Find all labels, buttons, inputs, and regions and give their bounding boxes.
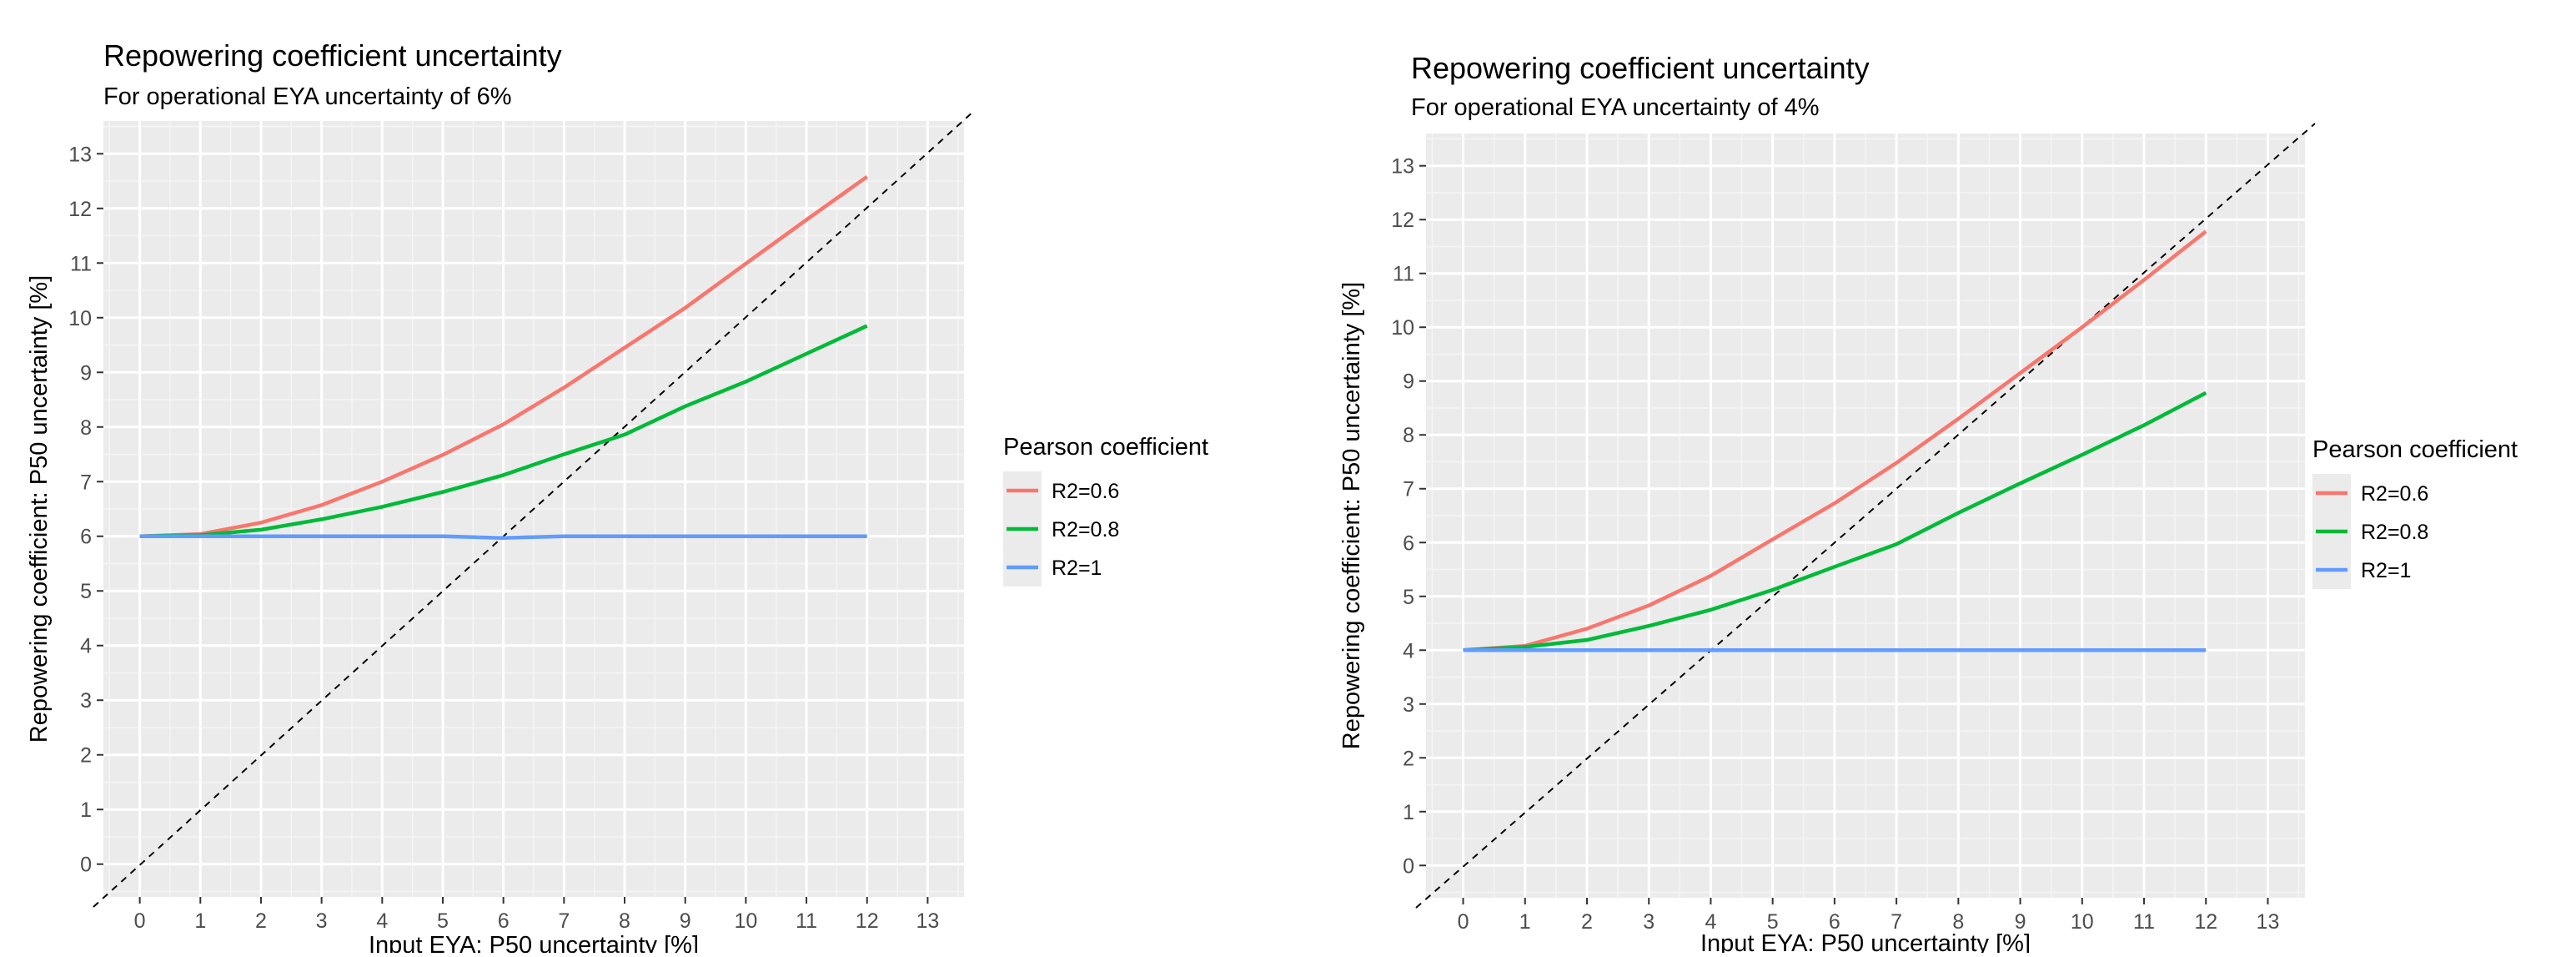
x-tick-label: 7: [558, 909, 570, 933]
legend: Pearson coefficient R2=0.6 R2=0.8 R2=1: [2312, 436, 2518, 589]
x-axis-label: Input EYA: P50 uncertainty [%]: [1700, 930, 2031, 953]
x-tick-label: 12: [856, 909, 879, 933]
y-tick-label: 1: [80, 798, 92, 822]
y-tick-label: 1: [1403, 801, 1414, 824]
series-line-r2-0-6: [1463, 229, 2207, 652]
y-tick-label: 11: [1393, 263, 1414, 286]
y-tick-label: 3: [80, 689, 92, 713]
chart-right: 0 1 2 3 4 5 6 7 8 9 10 11 12 13 0 1 2 3 4 5 6 7 8 9 10 11 12 13 Repo…: [1288, 0, 2576, 957]
series-line-r2-1: [139, 534, 867, 540]
x-tick-label: 6: [498, 909, 510, 933]
x-tick-label: 11: [796, 909, 817, 933]
x-tick-label: 0: [1458, 910, 1469, 934]
x-tick-label: 4: [376, 909, 388, 933]
y-tick-label: 9: [1403, 370, 1414, 394]
y-tick-label: 2: [1403, 747, 1414, 770]
legend-label: R2=1: [1052, 557, 1102, 580]
y-tick-label: 3: [1403, 693, 1414, 717]
x-tick-label: 8: [1952, 910, 1964, 934]
y-tick-label: 13: [68, 143, 92, 166]
x-tick-label: 2: [1581, 910, 1593, 934]
legend-label: R2=0.8: [2361, 521, 2428, 544]
y-tick-label: 6: [80, 526, 92, 549]
x-tick-label: 8: [619, 909, 630, 933]
y-tick-label: 4: [80, 635, 92, 658]
x-axis-label: Input EYA: P50 uncertainty [%]: [369, 932, 699, 953]
reference-line-y-equals-x: [93, 110, 975, 908]
chart-right-svg: 0 1 2 3 4 5 6 7 8 9 10 11 12 13012345678910111213Repo…: [1338, 51, 2518, 957]
chart-title: Repowering coefficient uncertainty: [103, 38, 562, 73]
x-tick-label: 11: [2133, 910, 2155, 934]
y-tick-label: 5: [80, 580, 92, 603]
x-tick-label: 3: [1643, 910, 1655, 934]
x-tick-label: 5: [1767, 910, 1779, 934]
x-tick-label: 7: [1891, 910, 1902, 934]
chart-left-svg: 0 1 2 3 4 5 6 7 8 9 10 11 12 13012345678910111213Repo…: [26, 38, 1208, 957]
chart-subtitle: For operational EYA uncertainty of 6%: [103, 83, 512, 110]
x-tick-label: 10: [734, 909, 757, 933]
major-grid: [1426, 133, 2305, 898]
y-tick-label: 0: [80, 854, 92, 877]
major-grid: [103, 121, 964, 897]
series-line-r2-0-6: [139, 174, 869, 538]
y-tick-label: 8: [80, 416, 92, 440]
x-tick-label: 10: [2071, 910, 2094, 934]
y-tick-label: 12: [68, 198, 92, 221]
y-tick-label: 9: [80, 361, 92, 385]
y-tick-label: 12: [1391, 209, 1414, 232]
y-tick-label: 8: [1403, 424, 1414, 447]
x-tick-label: 2: [255, 909, 267, 933]
y-tick-label: 5: [1403, 586, 1414, 609]
legend-title: Pearson coefficient: [2312, 436, 2518, 463]
x-tick-label: 12: [2194, 910, 2217, 934]
y-tick-label: 7: [80, 471, 92, 494]
legend: Pearson coefficient R2=0.6 R2=0.8 R2=1: [1003, 434, 1208, 587]
x-tick-label: 0: [134, 909, 146, 933]
x-tick-label: 3: [316, 909, 328, 933]
legend-label: R2=1: [2361, 559, 2411, 582]
x-tick-label: 9: [680, 909, 691, 933]
y-tick-label: 7: [1403, 478, 1414, 501]
legend-label: R2=0.6: [2361, 482, 2428, 506]
y-tick-label: 10: [68, 307, 92, 330]
chart-title: Repowering coefficient uncertainty: [1411, 51, 1870, 85]
legend-title: Pearson coefficient: [1003, 434, 1208, 461]
y-tick-label: 4: [1403, 639, 1414, 662]
x-tick-label: 13: [916, 909, 939, 933]
x-tick-label: 5: [437, 909, 449, 933]
y-axis-label: Repowering coefficient: P50 uncertainty …: [26, 275, 53, 743]
chart-subtitle: For operational EYA uncertainty of 4%: [1411, 94, 1820, 121]
chart-left: 0 1 2 3 4 5 6 7 8 9 10 11 12 13 0 1 2 3 4 5 6 7 8 9 10 11 12 13 Repo…: [0, 0, 1288, 957]
series-line-r2-0-8: [1463, 390, 2207, 652]
legend-label: R2=0.8: [1052, 518, 1119, 541]
y-tick-label: 6: [1403, 531, 1414, 555]
y-tick-label: 13: [1391, 155, 1414, 179]
minor-grid: [1426, 133, 2305, 898]
x-tick-label: 6: [1829, 910, 1840, 934]
x-tick-label: 1: [194, 909, 206, 933]
y-tick-label: 0: [1403, 854, 1414, 878]
series-line-r2-0-8: [139, 324, 868, 538]
y-tick-label: 2: [80, 744, 92, 768]
x-tick-label: 13: [2257, 910, 2280, 934]
x-tick-label: 9: [2015, 910, 2026, 934]
x-tick-label: 1: [1519, 910, 1531, 934]
y-tick-label: 10: [1391, 316, 1414, 340]
y-tick-label: 11: [70, 252, 92, 275]
x-tick-label: 4: [1705, 910, 1716, 934]
reference-line-y-equals-x: [1415, 123, 2316, 909]
legend-label: R2=0.6: [1052, 480, 1119, 503]
y-axis-label: Repowering coefficient: P50 uncertainty …: [1338, 282, 1365, 749]
